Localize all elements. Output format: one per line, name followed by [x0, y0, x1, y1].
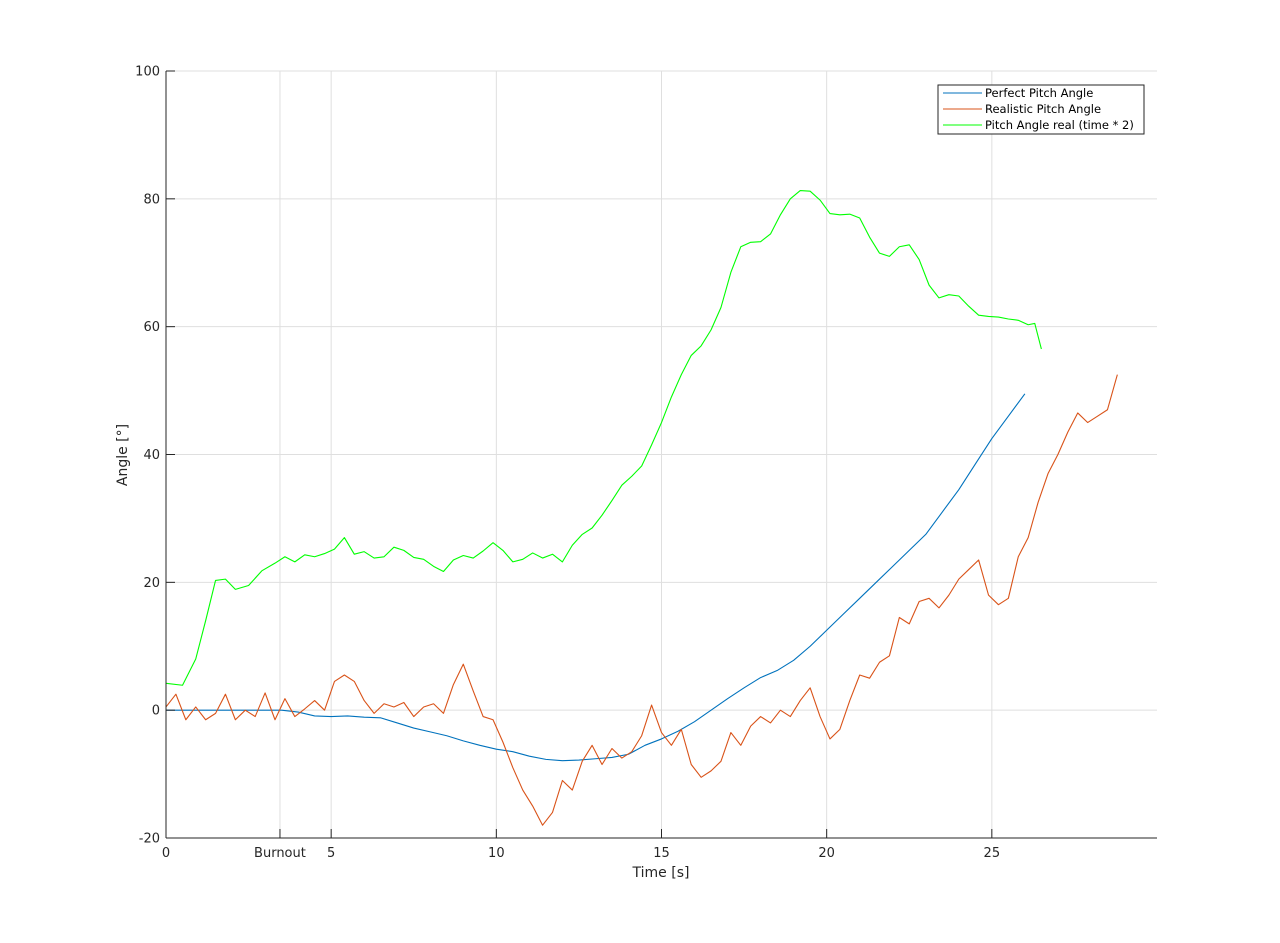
x-tick-label: 0 — [162, 846, 170, 861]
legend-label-2: Realistic Pitch Angle — [985, 102, 1101, 116]
grid-lines — [166, 70, 1157, 838]
x-tick-label: 25 — [984, 846, 1001, 861]
x-tick-label: Burnout — [254, 846, 306, 861]
x-tick-label: 10 — [488, 846, 505, 861]
y-tick-label: 60 — [143, 320, 160, 335]
y-tick-label: -20 — [139, 832, 160, 847]
y-tick-label: 40 — [143, 448, 160, 463]
y-tick-label: 20 — [143, 576, 160, 591]
legend-label-3: Pitch Angle real (time * 2) — [985, 118, 1134, 132]
legend-label-1: Perfect Pitch Angle — [985, 86, 1093, 100]
x-ticks: 0 Burnout 5 10 15 20 25 — [162, 829, 1000, 861]
x-tick-label: 15 — [653, 846, 670, 861]
x-axis-label: Time [s] — [632, 865, 690, 881]
y-tick-label: 80 — [143, 192, 160, 207]
y-tick-label: 100 — [135, 65, 160, 80]
x-tick-label: 20 — [818, 846, 835, 861]
series-line-2 — [165, 374, 1118, 826]
y-ticks: -20 0 20 40 60 80 100 — [135, 65, 175, 847]
y-axis-label: Angle [°] — [115, 424, 131, 486]
series-line-3 — [165, 189, 1042, 686]
y-tick-label: 0 — [152, 704, 160, 719]
x-tick-label: 5 — [327, 846, 335, 861]
series-lines — [165, 189, 1118, 826]
legend: Perfect Pitch Angle Realistic Pitch Angle… — [937, 84, 1145, 135]
